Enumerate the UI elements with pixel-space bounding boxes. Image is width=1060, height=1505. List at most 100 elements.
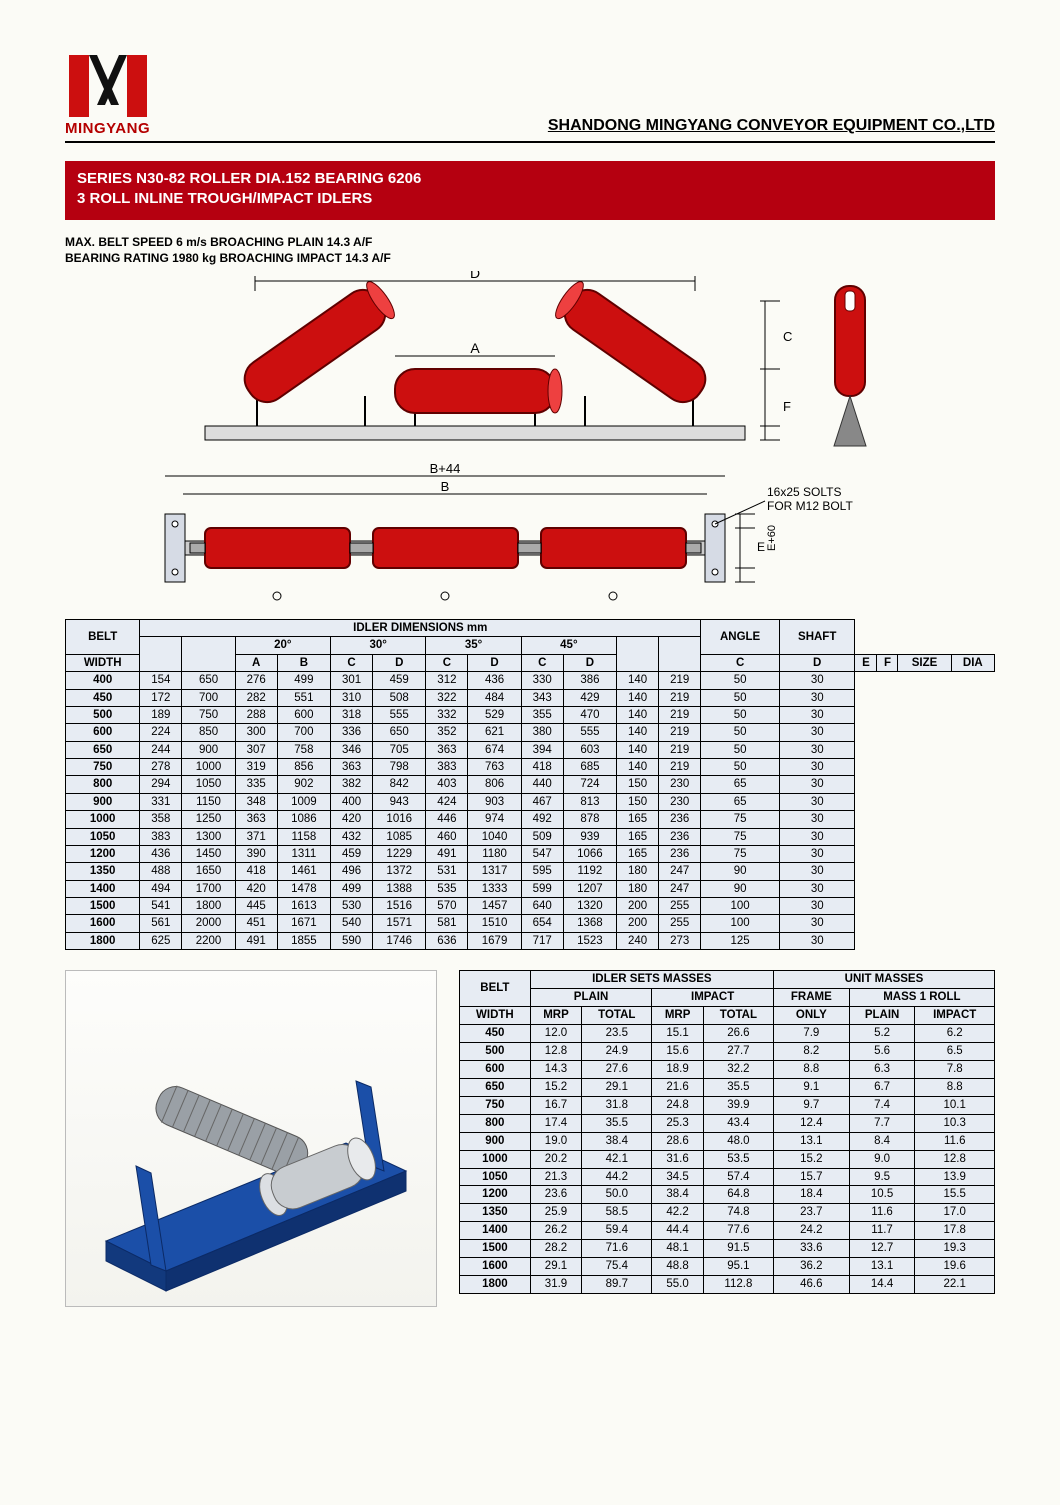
group-45: 45°	[521, 637, 616, 654]
table-cell: 470	[563, 706, 616, 723]
table-cell: 140	[617, 706, 659, 723]
table-cell: 230	[659, 793, 701, 810]
product-render	[65, 970, 437, 1307]
m-mrp1: MRP	[530, 1007, 582, 1025]
table-cell: 14.3	[530, 1060, 582, 1078]
table-cell: 6.3	[849, 1060, 915, 1078]
table-cell: 75	[701, 811, 780, 828]
table-row: 65015.229.121.635.59.16.78.8	[460, 1078, 995, 1096]
table-cell: 352	[426, 724, 468, 741]
table-cell: 17.4	[530, 1114, 582, 1132]
table-cell: 165	[617, 828, 659, 845]
table-cell: 1671	[277, 915, 330, 932]
table-cell: 125	[701, 932, 780, 949]
table-cell: 15.2	[530, 1078, 582, 1096]
table-cell: 530	[331, 898, 373, 915]
table-cell: 30	[779, 724, 854, 741]
table-cell: 236	[659, 828, 701, 845]
table-cell: 30	[779, 811, 854, 828]
table-cell: 278	[140, 759, 182, 776]
table-cell: 878	[563, 811, 616, 828]
table-cell: 491	[235, 932, 277, 949]
table-cell: 1800	[66, 932, 140, 949]
dim-A: A	[470, 340, 480, 356]
table-cell: 300	[235, 724, 277, 741]
table-cell: 273	[659, 932, 701, 949]
m-mass1: MASS 1 ROLL	[849, 989, 994, 1007]
table-cell: 763	[468, 759, 521, 776]
table-cell: 34.5	[652, 1168, 704, 1186]
table-cell: 13.9	[915, 1168, 995, 1186]
table-cell: 1180	[468, 845, 521, 862]
table-cell: 39.9	[703, 1096, 773, 1114]
table-cell: 700	[182, 689, 235, 706]
table-cell: 371	[235, 828, 277, 845]
table-cell: 276	[235, 672, 277, 689]
table-cell: 100	[701, 898, 780, 915]
table-cell: 561	[140, 915, 182, 932]
m-plain: PLAIN	[530, 989, 652, 1007]
table-row: 1800625220049118555901746636167971715232…	[66, 932, 995, 949]
table-cell: 348	[235, 793, 277, 810]
table-cell: 30	[779, 776, 854, 793]
slot-note-1: 16x25 SOLTS	[767, 485, 841, 499]
table-row: 180031.989.755.0112.846.614.422.1	[460, 1276, 995, 1294]
table-cell: 1700	[182, 880, 235, 897]
table-cell: 140	[617, 689, 659, 706]
table-cell: 64.8	[703, 1186, 773, 1204]
table-cell: 509	[521, 828, 563, 845]
table-cell: 383	[426, 759, 468, 776]
table-cell: 343	[521, 689, 563, 706]
spec-line-2: BEARING RATING 1980 kg BROACHING IMPACT …	[65, 250, 995, 267]
table-row: 45012.023.515.126.67.95.26.2	[460, 1025, 995, 1043]
logo: MINGYANG	[65, 55, 150, 137]
table-cell: 30	[779, 689, 854, 706]
table-cell: 1050	[66, 828, 140, 845]
table-row: 1600561200045116715401571581151065413682…	[66, 915, 995, 932]
table-cell: 1510	[468, 915, 521, 932]
table-cell: 1050	[182, 776, 235, 793]
table-cell: 508	[373, 689, 426, 706]
col-D1: D	[373, 654, 426, 671]
table-row: 9003311150348100940094342490346781315023…	[66, 793, 995, 810]
table-row: 60014.327.618.932.28.86.37.8	[460, 1060, 995, 1078]
table-cell: 319	[235, 759, 277, 776]
table-cell: 1461	[277, 863, 330, 880]
table-cell: 21.6	[652, 1078, 704, 1096]
table-cell: 18.9	[652, 1060, 704, 1078]
table-row: 1500541180044516135301516570145764013202…	[66, 898, 995, 915]
table-cell: 541	[140, 898, 182, 915]
table-cell: 112.8	[703, 1276, 773, 1294]
table-cell: 386	[563, 672, 616, 689]
table-cell: 44.4	[652, 1222, 704, 1240]
table-cell: 1192	[563, 863, 616, 880]
table-cell: 165	[617, 811, 659, 828]
table-cell: 42.1	[582, 1150, 652, 1168]
table-cell: 30	[779, 793, 854, 810]
table-cell: 12.0	[530, 1025, 582, 1043]
table-cell: 165	[617, 845, 659, 862]
table-cell: 800	[66, 776, 140, 793]
table-cell: 494	[140, 880, 182, 897]
dim-E60: E+60	[766, 525, 778, 551]
table-cell: 247	[659, 863, 701, 880]
table-cell: 330	[521, 672, 563, 689]
table-cell: 459	[373, 672, 426, 689]
table-cell: 29.1	[582, 1078, 652, 1096]
table-cell: 1009	[277, 793, 330, 810]
table-cell: 1311	[277, 845, 330, 862]
table-cell: 595	[521, 863, 563, 880]
table-cell: 7.4	[849, 1096, 915, 1114]
header: MINGYANG SHANDONG MINGYANG CONVEYOR EQUI…	[65, 55, 995, 143]
table-cell: 445	[235, 898, 277, 915]
table-cell: 50	[701, 724, 780, 741]
table-cell: 65	[701, 793, 780, 810]
masses-table: BELT IDLER SETS MASSES UNIT MASSES PLAIN…	[459, 970, 995, 1294]
col-D2: D	[468, 654, 521, 671]
table-cell: 1000	[182, 759, 235, 776]
table-cell: 48.0	[703, 1132, 773, 1150]
table-cell: 1388	[373, 880, 426, 897]
table-cell: 14.4	[849, 1276, 915, 1294]
table-cell: 50	[701, 759, 780, 776]
table-cell: 496	[331, 863, 373, 880]
